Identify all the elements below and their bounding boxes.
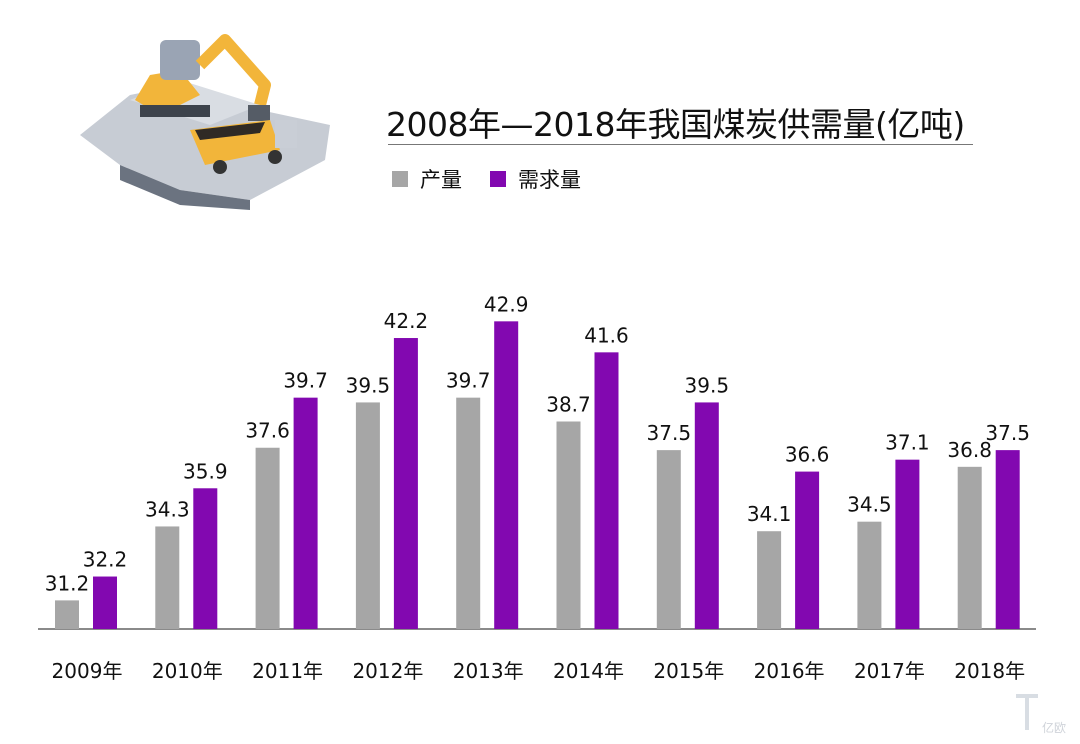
data-label-production: 34.3 <box>145 497 190 521</box>
svg-text:亿欧: 亿欧 <box>1042 720 1066 735</box>
bar-production <box>255 447 280 629</box>
legend-label-production: 产量 <box>420 168 462 192</box>
data-label-production: 36.8 <box>947 438 992 462</box>
bar-production <box>155 526 180 629</box>
legend-swatch-demand <box>490 171 506 187</box>
x-tick-label: 2014年 <box>553 659 624 683</box>
bar-demand <box>795 471 820 629</box>
x-tick-label: 2018年 <box>954 659 1025 683</box>
bar-production <box>656 450 681 629</box>
x-tick-label: 2017年 <box>854 659 925 683</box>
x-tick-label: 2009年 <box>52 659 123 683</box>
data-label-demand: 37.1 <box>885 431 930 455</box>
legend-item-production: 产量 <box>392 164 462 194</box>
data-label-production: 37.5 <box>647 421 692 445</box>
x-tick-label: 2012年 <box>352 659 423 683</box>
bar-production <box>456 397 481 629</box>
data-label-production: 34.1 <box>747 502 792 526</box>
bar-demand <box>594 352 619 629</box>
data-label-production: 37.6 <box>245 419 290 443</box>
bar-demand <box>995 450 1020 629</box>
data-label-demand: 36.6 <box>785 443 830 467</box>
bar-production <box>757 531 782 629</box>
data-label-demand: 39.5 <box>685 373 730 397</box>
data-label-demand: 41.6 <box>584 323 629 347</box>
data-label-production: 39.5 <box>346 373 391 397</box>
data-label-demand: 42.9 <box>484 292 529 316</box>
legend-item-demand: 需求量 <box>490 164 581 194</box>
legend-swatch-production <box>392 171 408 187</box>
bar-demand <box>93 576 117 629</box>
x-tick-label: 2010年 <box>152 659 223 683</box>
bar-demand <box>494 321 519 629</box>
data-label-production: 31.2 <box>45 571 90 595</box>
data-label-demand: 35.9 <box>183 459 228 483</box>
bar-production <box>857 521 882 629</box>
data-label-production: 39.7 <box>446 369 491 393</box>
data-label-demand: 37.5 <box>985 421 1030 445</box>
data-label-production: 38.7 <box>546 393 591 417</box>
bar-demand <box>895 459 920 629</box>
chart-title: 2008年—2018年我国煤炭供需量(亿吨) <box>386 105 965 144</box>
bar-demand <box>393 338 418 629</box>
x-tick-label: 2016年 <box>754 659 825 683</box>
legend-label-demand: 需求量 <box>518 168 581 192</box>
x-tick-label: 2013年 <box>453 659 524 683</box>
bar-demand <box>694 402 719 629</box>
bar-demand <box>193 488 218 629</box>
excavator-illustration <box>80 34 330 210</box>
data-label-production: 34.5 <box>847 493 892 517</box>
bar-production <box>355 402 380 629</box>
bar-production <box>957 466 982 629</box>
bar-production <box>556 421 581 629</box>
title-divider <box>388 144 973 145</box>
data-label-demand: 39.7 <box>283 369 328 393</box>
bar-production <box>55 600 79 629</box>
data-label-demand: 32.2 <box>83 548 128 572</box>
x-tick-label: 2015年 <box>653 659 724 683</box>
x-tick-label: 2011年 <box>252 659 323 683</box>
watermark-logo: 亿欧 <box>1016 694 1066 735</box>
bar-demand <box>293 397 318 629</box>
data-label-demand: 42.2 <box>384 309 429 333</box>
